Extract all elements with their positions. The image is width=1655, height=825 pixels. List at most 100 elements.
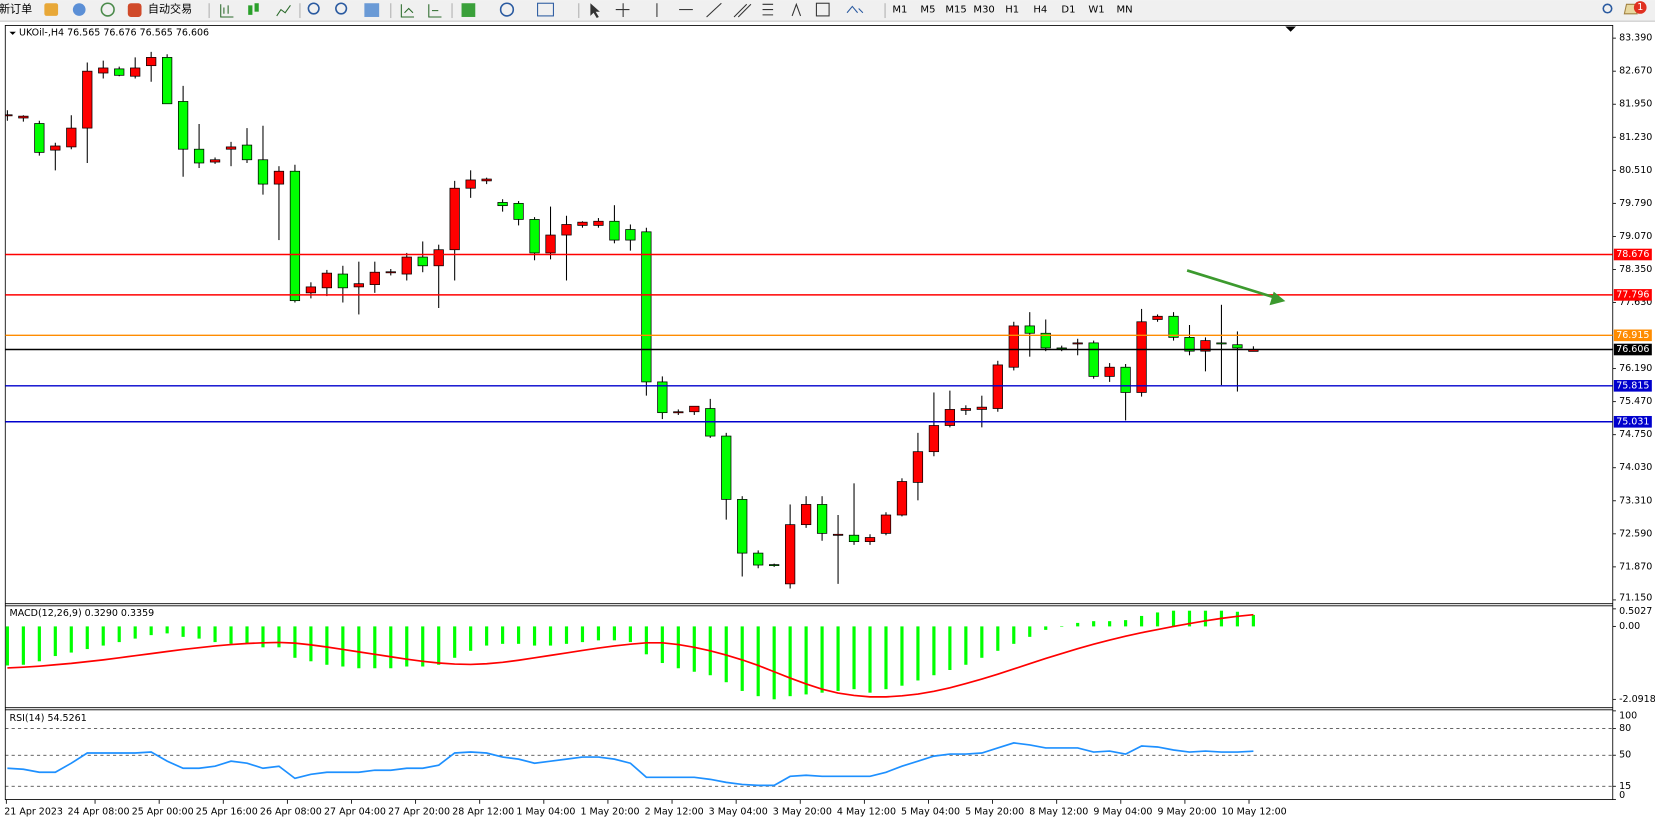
macd-bar [516,626,521,644]
x-tick-label: 4 May 12:00 [837,807,896,818]
candle-body [465,179,476,189]
x-tick-label: 10 May 12:00 [1222,807,1287,818]
macd-bar [884,626,888,690]
candle-body [5,114,13,117]
macd-bar [437,626,441,665]
icon-market[interactable] [72,3,86,16]
icon-mailbox[interactable] [1623,3,1638,15]
macd-bar [964,626,968,665]
candle-body [34,123,45,153]
macd-bar [1076,622,1080,627]
icon-fibo[interactable] [762,3,774,16]
arrow-shaft [1186,269,1274,299]
candle-body [753,552,764,566]
price-level-tag [1613,380,1652,392]
candle-body [98,67,109,74]
candle-body [1216,342,1227,345]
timeframe-button[interactable]: H1 [1005,5,1019,16]
candle-body [289,170,301,302]
macd-bar [596,626,601,641]
candle-body [369,271,380,285]
icon-folder[interactable] [44,3,59,16]
x-tick-label: 3 May 04:00 [709,807,768,818]
icon-templates[interactable] [537,2,554,17]
icon-text[interactable] [791,2,802,17]
x-tick-label: 1 May 04:00 [516,807,575,818]
toolbar: 新订单 自动交易 M1 M5 M15 M30 H1 H4 D1 W1 MN [0,0,1655,22]
macd-bar [820,626,824,693]
icon-candles[interactable] [248,5,253,15]
macd-bar [628,626,632,643]
timeframe-button[interactable]: M5 [920,5,935,16]
x-tick-label: 5 May 04:00 [901,807,960,818]
candle-body [321,272,333,289]
icon-label[interactable] [815,2,830,17]
icon-line-chart[interactable] [276,5,291,17]
candle-body [417,256,428,267]
macd-bar [293,626,297,658]
x-tick-label: 25 Apr 00:00 [132,807,194,818]
y-tick-label: 0.5027 [1619,606,1652,617]
macd-bar [740,626,744,691]
x-tick-label: 9 May 04:00 [1093,807,1152,818]
icon-auto-trading[interactable] [127,3,142,17]
candle-body [816,504,828,534]
candle-body [960,408,971,411]
auto-trading-button[interactable]: 自动交易 [148,2,192,16]
icon-zoom-in[interactable] [307,2,320,15]
macd-bar [197,626,201,639]
icon-candles-part [254,3,259,12]
candle-body [593,220,604,226]
icon-trendline[interactable] [706,2,722,18]
candle-body [928,425,940,453]
candle-body [257,159,269,185]
icon-tile[interactable] [364,3,380,17]
price-level-tag [1613,248,1652,261]
timeframe-button[interactable]: D1 [1061,5,1075,16]
macd-bar [117,626,121,643]
price-level-tag [1613,289,1652,301]
macd-bar [1171,610,1176,627]
timeframe-button[interactable]: M1 [892,5,907,16]
icon-periods[interactable] [499,2,515,17]
timeframe-button[interactable]: W1 [1088,5,1104,16]
icon-crosshair[interactable] [615,3,630,17]
icon-bar-chart[interactable] [220,4,234,18]
icon-channel[interactable] [733,3,752,18]
icon-zoom-out[interactable] [335,2,348,15]
y-tick-label: 80.510 [1619,165,1652,176]
macd-bar [21,626,25,665]
icon-shift[interactable] [428,4,442,18]
icon-autoscroll[interactable] [400,4,415,18]
new-order-button[interactable]: 新订单 [0,2,32,16]
x-tick-label: 5 May 20:00 [965,807,1024,818]
icon-signals[interactable] [100,2,115,17]
icon-arrows[interactable] [846,5,864,14]
notification-badge[interactable] [1633,1,1647,14]
timeframe-button[interactable]: M15 [945,5,966,16]
macd-bar [309,626,313,662]
macd-panel: 0.5027 0.00 -2.0918 MACD(12,26,9) 0.3290 0.… [5,606,1655,705]
icon-cursor[interactable] [590,3,600,19]
title-marker [9,31,16,35]
y-tick-label: 100 [1619,711,1637,722]
timeframe-button[interactable]: MN [1117,5,1133,16]
y-tick-label: 0.00 [1619,621,1640,632]
timeframe-button[interactable]: M30 [973,5,994,16]
icon-indicators[interactable] [461,3,476,17]
macd-bar [1044,626,1048,630]
price-level-tag [1613,415,1652,428]
candle-body [1024,325,1035,334]
y-tick-label: 72.590 [1619,528,1652,539]
timeframe-button[interactable]: H4 [1033,5,1047,16]
macd-bar [548,626,553,646]
macd-bar [405,626,409,667]
macd-bar [1139,615,1144,627]
candle-body [785,524,796,585]
macd-bar [916,626,920,681]
timeframes: M1 M5 M15 M30 H1 H4 D1 W1 MN [892,5,1132,16]
icon-search[interactable] [1602,3,1613,14]
macd-bar [5,626,9,666]
price-level-label: 75.031 [1616,416,1649,427]
y-tick-label: 71.150 [1619,592,1652,603]
